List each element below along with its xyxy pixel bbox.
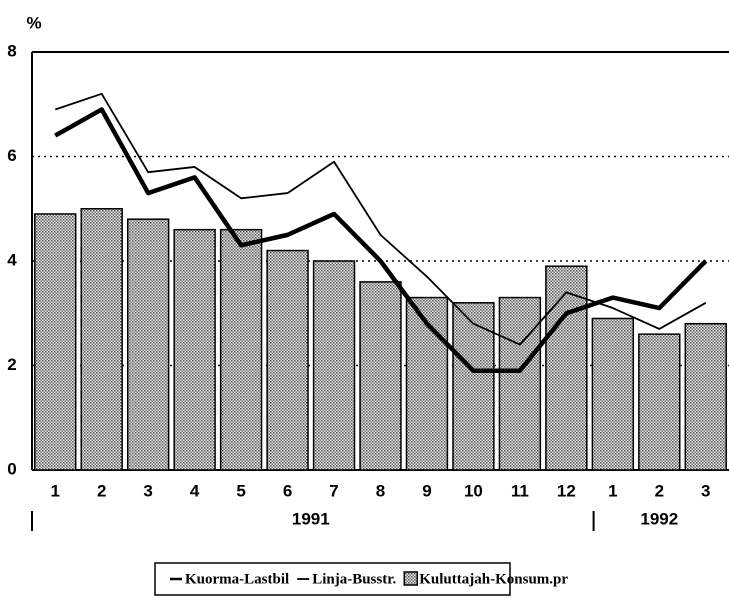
bar xyxy=(126,218,170,471)
y-tick-label: 2 xyxy=(7,355,16,374)
x-tick-label: 4 xyxy=(190,481,200,500)
bar xyxy=(684,322,727,471)
x-tick-label: 2 xyxy=(655,481,664,500)
y-tick-label: 6 xyxy=(7,146,16,165)
x-tick-label: 11 xyxy=(511,481,529,500)
legend-box xyxy=(154,562,511,596)
x-tick-label: 2 xyxy=(97,481,106,500)
bar xyxy=(80,208,123,471)
bar xyxy=(266,249,309,471)
group-label: 1992 xyxy=(640,509,678,528)
group-label: 1991 xyxy=(292,509,330,528)
legend-label: Linja-Busstr. xyxy=(312,571,396,587)
x-tick-label: 6 xyxy=(283,481,292,500)
legend-label: Kuorma-Lastbil xyxy=(185,571,289,587)
line xyxy=(54,92,707,346)
y-tick-label: 8 xyxy=(7,41,16,60)
x-tick-label: 7 xyxy=(329,481,338,500)
x-tick-label: 1 xyxy=(50,481,59,500)
x-tick-label: 8 xyxy=(376,481,385,500)
x-tick-label: 9 xyxy=(422,481,431,500)
x-tick-label: 1 xyxy=(608,481,617,500)
x-tick-label: 3 xyxy=(701,481,710,500)
legend-label: Kuluttajah-Konsum.pr xyxy=(419,571,568,587)
bar xyxy=(359,281,402,471)
bar xyxy=(34,213,77,471)
x-tick-label: 3 xyxy=(143,481,152,500)
x-tick-label: 10 xyxy=(464,481,483,500)
bar xyxy=(219,228,263,471)
bar xyxy=(638,333,681,471)
y-axis-label: % xyxy=(26,13,41,32)
bar xyxy=(173,228,216,471)
x-tick-label: 12 xyxy=(557,481,576,500)
x-tick-label: 5 xyxy=(236,481,245,500)
bar xyxy=(591,317,635,471)
bar xyxy=(498,296,542,471)
y-tick-label: 0 xyxy=(7,459,16,478)
bar xyxy=(545,265,588,471)
bar xyxy=(452,302,495,471)
bar xyxy=(312,260,356,471)
legend-swatch xyxy=(403,571,418,586)
y-tick-label: 4 xyxy=(7,250,17,269)
legend: Kuorma-Lastbil Linja-Busstr. Kuluttajah-Ko… xyxy=(154,562,568,596)
